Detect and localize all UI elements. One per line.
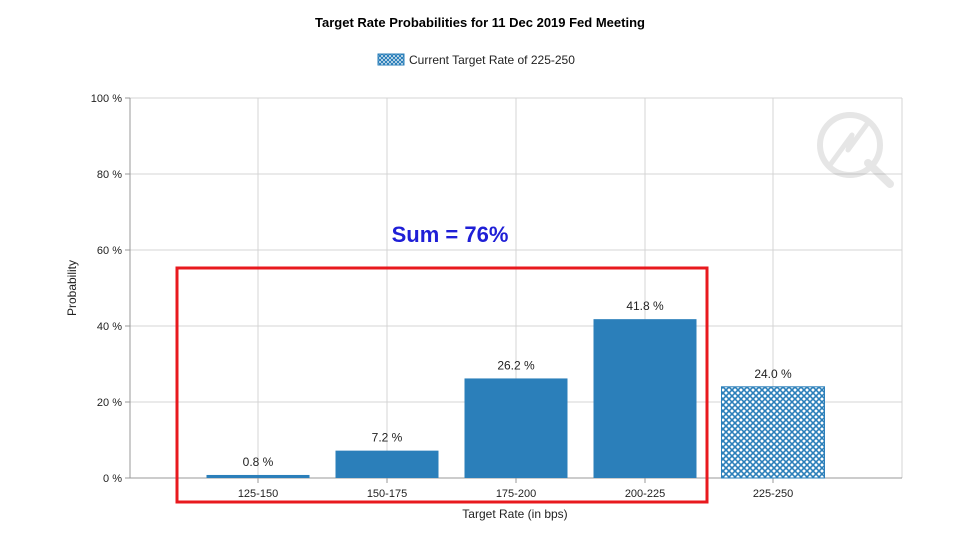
y-tick-label: 0 %: [103, 473, 122, 485]
x-tick-label-125-150: 125-150: [238, 488, 278, 500]
bar-225-250: [721, 386, 825, 479]
y-tick-label: 40 %: [97, 321, 122, 333]
data-labels: 0.8 % 7.2 % 26.2 % 41.8 % 24.0 %: [243, 299, 792, 469]
x-tick-label-200-225: 200-225: [625, 488, 665, 500]
data-label-150-175: 7.2 %: [372, 431, 403, 445]
bar-175-200: [464, 378, 568, 478]
annotation-text: Sum = 76%: [392, 222, 509, 247]
legend-swatch: [377, 53, 405, 66]
y-tick-label: 80 %: [97, 169, 122, 181]
x-tick-label-150-175: 150-175: [367, 488, 407, 500]
x-tick-label-225-250: 225-250: [753, 488, 793, 500]
y-tick-labels: 0 % 20 % 40 % 60 % 80 % 100 %: [91, 93, 122, 485]
x-tick-label-175-200: 175-200: [496, 488, 536, 500]
bar-125-150: [206, 474, 310, 478]
x-tick-labels: 125-150 150-175 175-200 200-225 225-250: [238, 488, 793, 500]
x-axis-label: Target Rate (in bps): [462, 507, 567, 521]
chart-title: Target Rate Probabilities for 11 Dec 201…: [315, 15, 645, 30]
legend-label: Current Target Rate of 225-250: [409, 53, 575, 67]
bars: [206, 319, 825, 479]
data-label-225-250: 24.0 %: [754, 367, 792, 381]
y-tick-label: 20 %: [97, 397, 122, 409]
legend: Current Target Rate of 225-250: [377, 53, 575, 67]
grid: [129, 97, 903, 479]
watermark-logo: [817, 112, 894, 188]
bar-150-175: [335, 450, 439, 478]
bar-200-225: [593, 319, 697, 478]
y-tick-label: 60 %: [97, 245, 122, 257]
data-label-175-200: 26.2 %: [497, 358, 535, 372]
data-label-200-225: 41.8 %: [626, 299, 664, 313]
data-label-125-150: 0.8 %: [243, 455, 274, 469]
y-tick-label: 100 %: [91, 93, 122, 105]
annotation-box: [175, 266, 709, 504]
y-axis-label: Probability: [65, 260, 79, 316]
